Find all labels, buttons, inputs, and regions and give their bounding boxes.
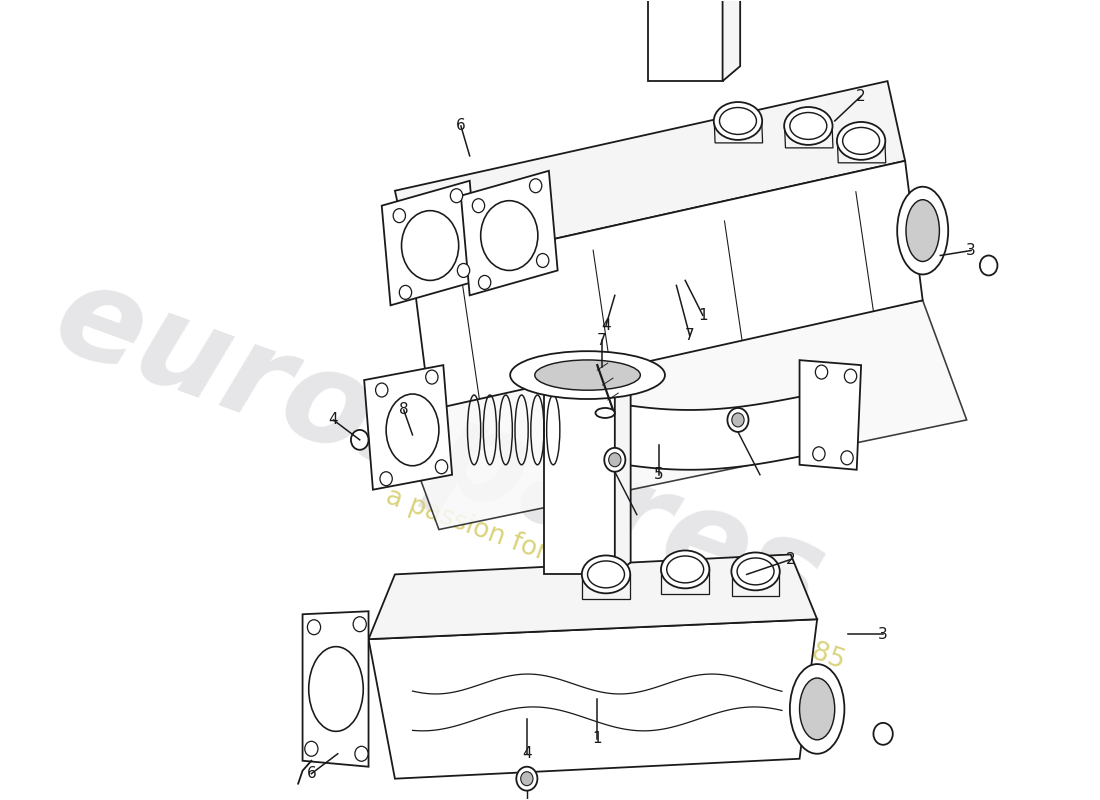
- Polygon shape: [784, 126, 833, 148]
- Ellipse shape: [790, 113, 827, 139]
- Circle shape: [355, 746, 368, 762]
- Polygon shape: [615, 363, 630, 574]
- Ellipse shape: [309, 646, 363, 731]
- Ellipse shape: [800, 678, 835, 740]
- Circle shape: [520, 772, 534, 786]
- Ellipse shape: [582, 555, 630, 594]
- Circle shape: [307, 620, 320, 634]
- Ellipse shape: [714, 102, 762, 140]
- Circle shape: [529, 178, 542, 193]
- Circle shape: [815, 365, 827, 379]
- Text: 4: 4: [602, 318, 610, 333]
- Polygon shape: [800, 360, 861, 470]
- Ellipse shape: [873, 723, 893, 745]
- Polygon shape: [582, 574, 630, 599]
- Text: 6: 6: [456, 118, 465, 134]
- Circle shape: [305, 742, 318, 756]
- Ellipse shape: [386, 394, 439, 466]
- Ellipse shape: [351, 430, 369, 450]
- Text: 2: 2: [785, 552, 795, 567]
- Circle shape: [840, 451, 854, 465]
- Polygon shape: [461, 170, 558, 295]
- Ellipse shape: [481, 201, 538, 270]
- Text: 1: 1: [593, 731, 602, 746]
- Ellipse shape: [790, 664, 845, 754]
- Polygon shape: [395, 300, 967, 530]
- Polygon shape: [368, 619, 817, 778]
- Ellipse shape: [595, 408, 615, 418]
- Ellipse shape: [719, 107, 757, 134]
- Ellipse shape: [898, 186, 948, 274]
- Text: 2: 2: [856, 89, 866, 103]
- Text: 7: 7: [685, 328, 694, 342]
- Ellipse shape: [661, 550, 710, 588]
- Circle shape: [450, 189, 463, 202]
- Circle shape: [608, 453, 622, 466]
- Circle shape: [727, 408, 748, 432]
- Circle shape: [399, 286, 411, 299]
- Polygon shape: [714, 121, 762, 143]
- Polygon shape: [302, 611, 368, 766]
- Circle shape: [472, 198, 485, 213]
- Circle shape: [458, 263, 470, 278]
- Circle shape: [813, 447, 825, 461]
- Polygon shape: [382, 181, 478, 306]
- Polygon shape: [368, 554, 817, 639]
- Ellipse shape: [843, 127, 880, 154]
- Polygon shape: [544, 375, 615, 574]
- Text: a passion for motor parts since 1985: a passion for motor parts since 1985: [382, 484, 848, 675]
- Text: 8: 8: [399, 402, 408, 418]
- Ellipse shape: [667, 556, 704, 583]
- Circle shape: [426, 370, 438, 384]
- Ellipse shape: [732, 553, 780, 590]
- Text: 3: 3: [878, 626, 888, 642]
- Polygon shape: [661, 570, 708, 594]
- Circle shape: [604, 448, 626, 472]
- Polygon shape: [364, 365, 452, 490]
- Text: 6: 6: [307, 766, 316, 781]
- Circle shape: [436, 460, 448, 474]
- Ellipse shape: [535, 360, 640, 390]
- Polygon shape: [732, 571, 779, 596]
- Circle shape: [732, 413, 744, 427]
- Text: 5: 5: [654, 467, 663, 482]
- Circle shape: [393, 209, 406, 222]
- Polygon shape: [571, 395, 808, 470]
- Circle shape: [537, 254, 549, 267]
- Ellipse shape: [737, 558, 774, 585]
- Circle shape: [845, 369, 857, 383]
- Polygon shape: [395, 81, 905, 270]
- Circle shape: [375, 383, 388, 397]
- Text: 1: 1: [698, 308, 707, 322]
- Ellipse shape: [784, 107, 833, 145]
- Polygon shape: [648, 0, 723, 81]
- Ellipse shape: [837, 122, 886, 160]
- Polygon shape: [412, 161, 923, 410]
- Text: 4: 4: [522, 746, 531, 762]
- Text: 3: 3: [966, 243, 976, 258]
- Ellipse shape: [906, 200, 939, 262]
- Ellipse shape: [510, 351, 666, 399]
- Ellipse shape: [587, 561, 625, 588]
- Circle shape: [353, 617, 366, 632]
- Text: 4: 4: [329, 413, 338, 427]
- Circle shape: [478, 275, 491, 290]
- Circle shape: [516, 766, 538, 790]
- Polygon shape: [837, 141, 886, 163]
- Ellipse shape: [402, 210, 459, 281]
- Ellipse shape: [980, 255, 998, 275]
- Polygon shape: [723, 0, 740, 81]
- Circle shape: [379, 472, 393, 486]
- Text: eurospares: eurospares: [39, 253, 839, 646]
- Text: 7: 7: [597, 333, 606, 348]
